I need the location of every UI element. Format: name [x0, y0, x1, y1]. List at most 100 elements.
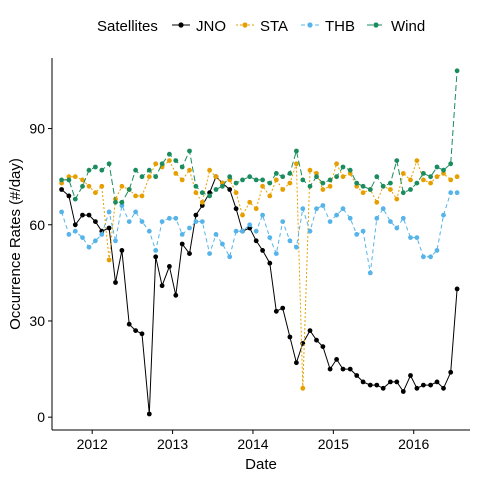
x-tick-label-2014: 2014 — [237, 436, 268, 452]
data-point-wind-59 — [454, 68, 460, 74]
data-point-thb-55 — [428, 254, 433, 260]
data-point-thb-30 — [260, 212, 265, 218]
data-point-sta-42 — [340, 174, 346, 180]
data-point-jno-53 — [414, 385, 420, 391]
legend-key-point-thb — [307, 22, 313, 28]
data-point-wind-23 — [213, 187, 219, 192]
data-point-sta-11 — [133, 193, 139, 199]
data-point-sta-40 — [327, 183, 333, 189]
x-axis-title: Date — [245, 456, 277, 473]
data-point-thb-41 — [334, 212, 339, 218]
data-point-thb-8 — [113, 238, 118, 244]
legend-label-sta: STA — [260, 18, 288, 35]
series-thb — [59, 190, 460, 276]
data-point-thb-39 — [320, 203, 326, 208]
data-point-thb-49 — [388, 219, 393, 225]
legend-title: Satellites — [97, 18, 158, 35]
data-point-thb-13 — [146, 228, 152, 234]
data-point-wind-30 — [260, 177, 265, 183]
data-point-jno-54 — [421, 382, 426, 388]
data-point-jno-29 — [253, 238, 259, 244]
data-point-wind-29 — [253, 177, 259, 183]
data-point-sta-21 — [199, 199, 205, 205]
data-point-wind-19 — [187, 148, 192, 154]
data-point-jno-0 — [59, 187, 64, 192]
data-point-thb-16 — [167, 215, 172, 221]
data-point-wind-11 — [133, 167, 139, 173]
data-point-jno-47 — [374, 382, 380, 388]
data-point-wind-28 — [247, 174, 253, 180]
x-tick-label-2016: 2016 — [398, 436, 429, 452]
data-point-sta-36 — [300, 385, 306, 391]
data-point-sta-50 — [394, 196, 400, 202]
data-point-jno-48 — [380, 385, 386, 391]
series-wind — [59, 68, 460, 205]
data-point-jno-31 — [267, 260, 273, 266]
data-point-thb-14 — [153, 248, 159, 253]
data-point-wind-13 — [146, 167, 152, 173]
data-point-sta-37 — [307, 167, 313, 173]
data-point-sta-39 — [320, 187, 326, 192]
data-point-thb-22 — [207, 251, 213, 256]
data-point-wind-39 — [320, 180, 326, 186]
data-point-sta-49 — [388, 187, 393, 192]
data-point-jno-17 — [173, 292, 179, 298]
data-point-wind-12 — [139, 174, 145, 180]
data-point-jno-35 — [294, 360, 299, 366]
data-point-jno-55 — [428, 382, 433, 388]
data-point-thb-59 — [454, 190, 460, 196]
data-point-wind-25 — [227, 174, 233, 180]
data-point-sta-17 — [173, 171, 179, 176]
data-point-thb-25 — [227, 254, 233, 260]
data-point-thb-3 — [80, 235, 85, 241]
data-point-jno-51 — [400, 389, 406, 394]
plot-area — [59, 68, 460, 417]
data-point-wind-52 — [408, 187, 413, 192]
data-point-jno-5 — [93, 219, 98, 225]
data-point-thb-1 — [66, 232, 72, 237]
data-point-thb-58 — [448, 190, 454, 196]
data-point-thb-11 — [133, 209, 139, 215]
data-point-wind-42 — [340, 164, 346, 170]
data-point-sta-32 — [273, 177, 279, 183]
data-point-jno-2 — [72, 222, 78, 228]
data-point-jno-43 — [347, 366, 353, 372]
data-point-wind-20 — [193, 183, 199, 189]
data-point-thb-43 — [347, 215, 353, 221]
data-point-sta-2 — [72, 174, 78, 180]
data-point-thb-4 — [86, 244, 92, 250]
data-point-jno-10 — [126, 321, 132, 327]
data-point-thb-56 — [434, 248, 440, 253]
data-point-jno-25 — [227, 187, 233, 192]
data-point-wind-9 — [119, 199, 125, 205]
data-point-wind-1 — [66, 177, 72, 183]
data-point-thb-5 — [93, 238, 98, 244]
data-point-jno-44 — [354, 373, 360, 378]
data-point-jno-49 — [388, 379, 393, 385]
data-point-sta-18 — [179, 177, 185, 183]
data-point-jno-1 — [66, 193, 72, 199]
data-point-thb-10 — [126, 219, 132, 225]
data-point-wind-17 — [173, 158, 179, 164]
data-point-wind-7 — [106, 161, 112, 167]
data-point-wind-22 — [207, 193, 213, 199]
data-point-wind-21 — [199, 190, 205, 196]
data-point-sta-54 — [421, 177, 426, 183]
data-point-sta-35 — [294, 161, 299, 167]
data-point-wind-27 — [240, 177, 245, 183]
data-point-jno-59 — [454, 286, 460, 292]
data-point-sta-4 — [86, 183, 92, 189]
data-point-wind-50 — [394, 158, 400, 164]
data-point-thb-42 — [340, 206, 346, 212]
data-point-jno-12 — [139, 331, 145, 337]
data-point-wind-54 — [421, 171, 426, 176]
data-point-wind-2 — [72, 196, 78, 202]
data-point-wind-6 — [99, 167, 105, 173]
y-tick-label-90: 90 — [29, 121, 45, 137]
data-point-sta-29 — [253, 206, 259, 212]
legend-label-thb: THB — [325, 18, 355, 35]
data-point-wind-32 — [273, 171, 279, 176]
data-point-sta-30 — [260, 183, 265, 189]
data-point-thb-52 — [408, 235, 413, 241]
